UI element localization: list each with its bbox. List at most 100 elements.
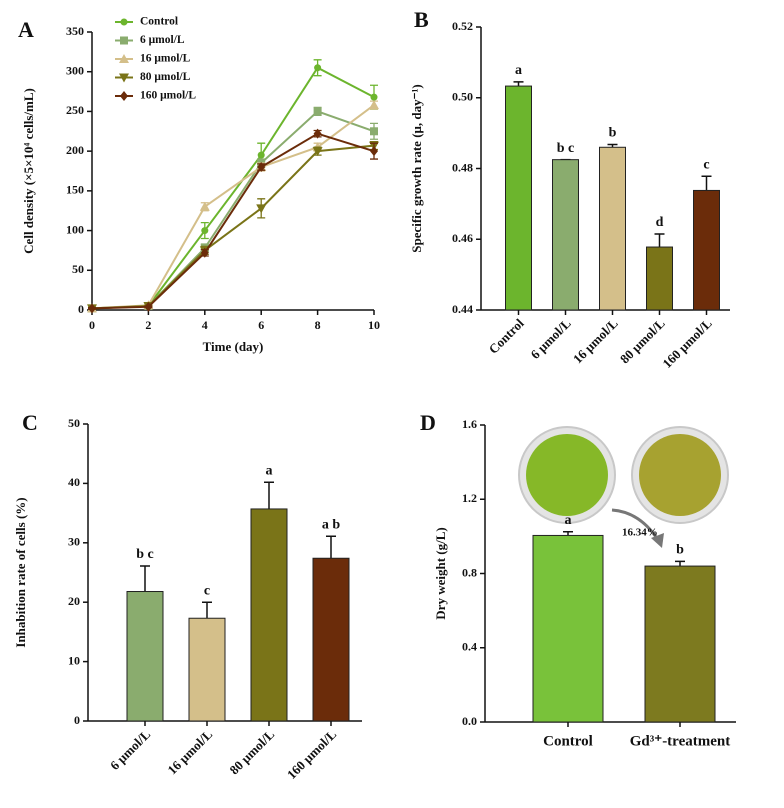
y-tick-label: 10 bbox=[68, 653, 80, 667]
y-tick-label: 0.4 bbox=[462, 640, 477, 654]
x-tick-label: 2 bbox=[145, 318, 151, 332]
bar bbox=[646, 246, 673, 311]
marker bbox=[313, 107, 322, 116]
x-tick-label: 16 μmol/L bbox=[570, 315, 621, 366]
x-tick-label: Gd³⁺-treatment bbox=[630, 733, 730, 749]
marker bbox=[88, 303, 96, 314]
error-bar bbox=[654, 233, 665, 248]
y-tick-label: 300 bbox=[66, 63, 84, 77]
y-tick-label: 0.46 bbox=[452, 231, 473, 245]
significance-letter: a bbox=[266, 463, 273, 478]
significance-letter: b bbox=[609, 126, 617, 141]
legend-label: 80 μmol/L bbox=[140, 71, 191, 83]
x-tick-label: 16 μmol/L bbox=[164, 726, 215, 777]
significance-letter: c bbox=[703, 158, 709, 173]
panel-label: C bbox=[22, 410, 38, 435]
error-bar bbox=[675, 560, 685, 567]
x-tick-label: Control bbox=[543, 733, 593, 749]
significance-letter: b c bbox=[136, 547, 154, 562]
error-bar bbox=[326, 535, 336, 559]
plate-treated-liquid bbox=[639, 434, 721, 516]
series-line bbox=[91, 132, 375, 310]
x-tick-label: 80 μmol/L bbox=[226, 726, 277, 777]
x-tick-label: Control bbox=[486, 315, 527, 356]
y-tick-label: 20 bbox=[68, 594, 80, 608]
y-axis-title: Dry weight (g/L) bbox=[433, 527, 448, 619]
error-bar bbox=[563, 530, 573, 536]
y-tick-label: 50 bbox=[72, 262, 84, 276]
marker bbox=[370, 146, 378, 157]
y-axis-title: Specific growth rate (μ, day⁻¹) bbox=[409, 84, 424, 252]
x-tick-label: 6 μmol/L bbox=[107, 726, 153, 772]
significance-letter: a bbox=[565, 513, 572, 528]
y-tick-label: 150 bbox=[66, 183, 84, 197]
bar bbox=[250, 508, 288, 722]
y-tick-label: 40 bbox=[68, 475, 80, 489]
error-bar bbox=[264, 481, 274, 509]
marker bbox=[257, 162, 266, 173]
bar bbox=[505, 85, 532, 311]
significance-letter: a b bbox=[322, 517, 341, 532]
plate-images bbox=[518, 426, 729, 548]
y-tick-label: 100 bbox=[66, 222, 84, 236]
y-tick-label: 0.44 bbox=[452, 302, 473, 316]
x-tick-label: 10 bbox=[368, 318, 380, 332]
legend-label: 160 μmol/L bbox=[140, 90, 196, 102]
y-tick-label: 0.0 bbox=[462, 714, 477, 728]
marker bbox=[256, 204, 267, 214]
series-line bbox=[91, 144, 375, 310]
error-bar bbox=[513, 81, 524, 87]
marker bbox=[200, 247, 209, 258]
marker bbox=[370, 93, 378, 101]
y-tick-label: 0.52 bbox=[452, 19, 473, 33]
bar bbox=[532, 534, 604, 723]
x-axis-title: Time (day) bbox=[203, 339, 264, 354]
marker bbox=[257, 151, 265, 159]
marker bbox=[144, 301, 153, 312]
marker bbox=[312, 147, 323, 157]
marker bbox=[201, 227, 209, 235]
legend-label: Control bbox=[140, 16, 178, 28]
marker bbox=[313, 128, 322, 139]
significance-letter: b c bbox=[557, 141, 575, 156]
y-tick-label: 0.50 bbox=[452, 90, 473, 104]
bar bbox=[552, 159, 579, 311]
significance-letter: d bbox=[656, 215, 664, 230]
error-bar bbox=[202, 601, 212, 619]
bar bbox=[693, 189, 720, 311]
y-tick-label: 1.6 bbox=[462, 417, 477, 431]
error-bar bbox=[701, 175, 712, 191]
bar bbox=[312, 557, 350, 722]
legend-marker bbox=[119, 54, 129, 63]
marker bbox=[370, 127, 378, 136]
error-bar bbox=[140, 565, 150, 592]
arrow-head bbox=[651, 533, 664, 548]
y-tick-label: 200 bbox=[66, 143, 84, 157]
y-tick-label: 1.2 bbox=[462, 491, 477, 505]
x-tick-label: 0 bbox=[89, 318, 95, 332]
legend-marker bbox=[120, 36, 128, 45]
x-tick-label: 8 bbox=[315, 318, 321, 332]
x-tick-label: 160 μmol/L bbox=[659, 315, 715, 371]
y-tick-label: 250 bbox=[66, 103, 84, 117]
y-tick-label: 0.48 bbox=[452, 160, 473, 174]
legend-marker bbox=[120, 91, 128, 101]
y-tick-label: 0 bbox=[74, 713, 80, 727]
marker bbox=[314, 64, 322, 72]
x-tick-label: 6 μmol/L bbox=[528, 315, 574, 361]
plate-control-liquid bbox=[526, 434, 608, 516]
y-axis-title: Cell density (×5×10⁴ cells/mL) bbox=[21, 88, 36, 254]
y-tick-label: 0.8 bbox=[462, 565, 477, 579]
bar bbox=[599, 146, 626, 311]
bar bbox=[188, 617, 226, 722]
significance-letter: a bbox=[515, 63, 522, 78]
significance-letter: b bbox=[676, 543, 684, 558]
panel-label: D bbox=[420, 410, 436, 435]
x-tick-label: 4 bbox=[202, 318, 208, 332]
y-axis-title: Inhabition rate of cells (%) bbox=[13, 497, 28, 647]
marker bbox=[369, 100, 379, 110]
bar bbox=[126, 591, 164, 722]
y-tick-label: 30 bbox=[68, 535, 80, 549]
arrow bbox=[611, 508, 660, 541]
